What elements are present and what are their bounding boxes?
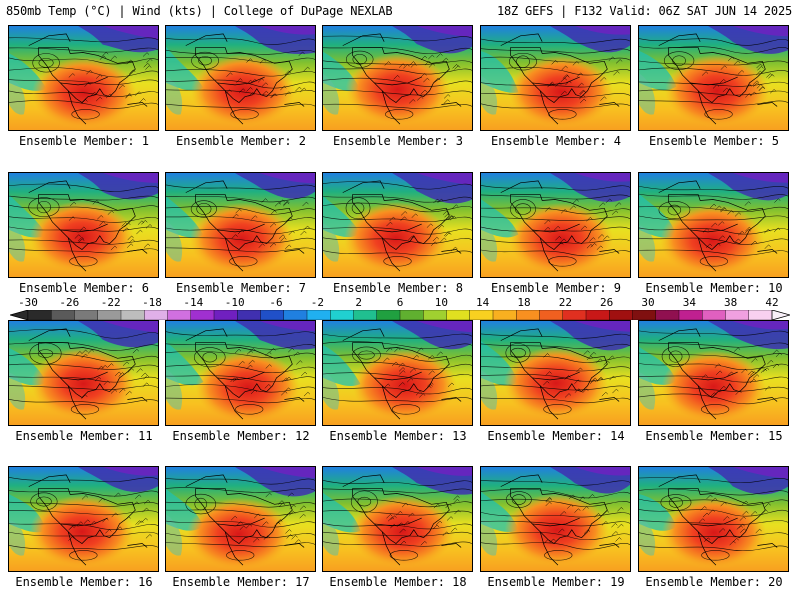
ensemble-member-map bbox=[8, 466, 159, 572]
ensemble-member-map bbox=[480, 172, 631, 278]
colorbar-tick-label: -22 bbox=[100, 296, 121, 309]
ensemble-member-caption: Ensemble Member: 8 bbox=[332, 281, 464, 295]
ensemble-member-map bbox=[638, 320, 789, 426]
ensemble-member-map bbox=[8, 172, 159, 278]
ensemble-member-map bbox=[8, 25, 159, 131]
colorbar-tick-label: 42 bbox=[765, 296, 779, 309]
ensemble-member-map bbox=[480, 25, 631, 131]
ensemble-member-map bbox=[165, 466, 316, 572]
colorbar-tick-label: 22 bbox=[558, 296, 572, 309]
colorbar-tick-label: 26 bbox=[600, 296, 614, 309]
ensemble-member-caption: Ensemble Member: 9 bbox=[490, 281, 622, 295]
ensemble-member-caption: Ensemble Member: 15 bbox=[645, 429, 783, 443]
ensemble-member-map bbox=[8, 320, 159, 426]
ensemble-member-caption: Ensemble Member: 1 bbox=[18, 134, 150, 148]
ensemble-member-map bbox=[480, 320, 631, 426]
ensemble-member-map bbox=[480, 466, 631, 572]
colorbar-tick-label: 34 bbox=[682, 296, 696, 309]
colorbar-tick-label: -6 bbox=[269, 296, 283, 309]
colorbar-tick-label: -14 bbox=[183, 296, 204, 309]
ensemble-member-map bbox=[322, 320, 473, 426]
ensemble-member-caption: Ensemble Member: 4 bbox=[490, 134, 622, 148]
ensemble-member-caption: Ensemble Member: 18 bbox=[329, 575, 467, 589]
ensemble-member-caption: Ensemble Member: 10 bbox=[645, 281, 783, 295]
ensemble-member-caption: Ensemble Member: 14 bbox=[487, 429, 625, 443]
ensemble-member-map bbox=[638, 172, 789, 278]
colorbar-tick-label: -10 bbox=[224, 296, 245, 309]
ensemble-member-caption: Ensemble Member: 12 bbox=[172, 429, 310, 443]
ensemble-member-caption: Ensemble Member: 19 bbox=[487, 575, 625, 589]
colorbar-tick-label: 14 bbox=[476, 296, 490, 309]
ensemble-member-caption: Ensemble Member: 16 bbox=[15, 575, 153, 589]
ensemble-member-map bbox=[322, 25, 473, 131]
colorbar-tick-label: -2 bbox=[310, 296, 324, 309]
ensemble-member-map bbox=[638, 25, 789, 131]
colorbar-tick-label: -30 bbox=[18, 296, 38, 309]
ensemble-member-caption: Ensemble Member: 13 bbox=[329, 429, 467, 443]
ensemble-member-map bbox=[322, 466, 473, 572]
colorbar-tick-label: -26 bbox=[59, 296, 80, 309]
ensemble-member-map bbox=[165, 25, 316, 131]
temperature-colorbar bbox=[10, 310, 790, 320]
colorbar-tick-label: 30 bbox=[641, 296, 655, 309]
ensemble-member-map bbox=[322, 172, 473, 278]
ensemble-member-map bbox=[165, 172, 316, 278]
ensemble-member-caption: Ensemble Member: 11 bbox=[15, 429, 153, 443]
ensemble-member-caption: Ensemble Member: 5 bbox=[648, 134, 780, 148]
colorbar-tick-label: -18 bbox=[142, 296, 162, 309]
model-run-info: 18Z GEFS | F132 Valid: 06Z SAT JUN 14 20… bbox=[496, 4, 792, 18]
colorbar-tick-label: 18 bbox=[517, 296, 531, 309]
ensemble-member-map bbox=[165, 320, 316, 426]
ensemble-member-map bbox=[638, 466, 789, 572]
colorbar-tick-label: 6 bbox=[396, 296, 404, 309]
ensemble-member-caption: Ensemble Member: 17 bbox=[172, 575, 310, 589]
ensemble-member-caption: Ensemble Member: 6 bbox=[18, 281, 150, 295]
colorbar-tick-label: 38 bbox=[724, 296, 738, 309]
ensemble-member-caption: Ensemble Member: 2 bbox=[175, 134, 307, 148]
ensemble-member-caption: Ensemble Member: 20 bbox=[645, 575, 783, 589]
ensemble-member-caption: Ensemble Member: 3 bbox=[332, 134, 464, 148]
colorbar-tick-label: 2 bbox=[355, 296, 362, 309]
map-title: 850mb Temp (°C) | Wind (kts) | College o… bbox=[6, 4, 393, 18]
ensemble-member-caption: Ensemble Member: 7 bbox=[175, 281, 307, 295]
colorbar-tick-label: 10 bbox=[434, 296, 448, 309]
